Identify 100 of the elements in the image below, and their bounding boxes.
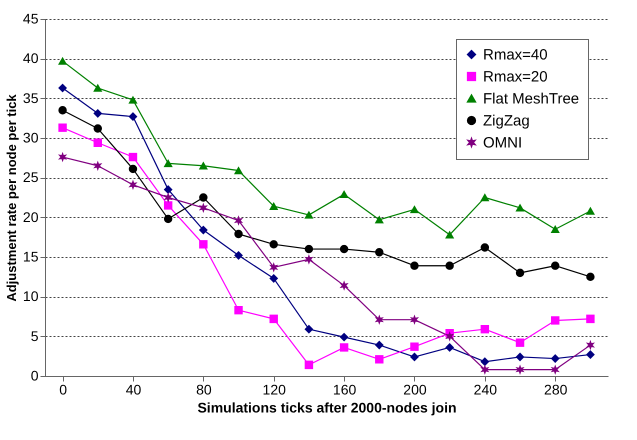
point <box>164 185 172 194</box>
point <box>234 166 243 174</box>
point <box>375 248 384 256</box>
legend-label: OMNI <box>483 134 522 152</box>
point <box>58 57 67 65</box>
point <box>270 314 278 324</box>
point <box>586 314 595 324</box>
y-tick-label: 10 <box>22 288 39 304</box>
x-tick-label: 0 <box>59 382 68 398</box>
point <box>234 306 243 314</box>
point <box>94 138 102 147</box>
point <box>480 194 490 202</box>
point <box>199 193 208 202</box>
point <box>234 216 242 225</box>
y-tick-label: 15 <box>22 248 39 264</box>
point <box>480 324 490 334</box>
point <box>445 343 454 352</box>
point <box>376 315 384 324</box>
point <box>340 343 348 352</box>
point <box>481 365 489 374</box>
point <box>129 180 137 190</box>
point <box>94 162 102 170</box>
point <box>551 365 559 374</box>
point <box>128 152 138 162</box>
point <box>305 255 313 264</box>
point <box>516 338 524 347</box>
point <box>94 109 102 118</box>
point <box>551 354 560 363</box>
point <box>586 340 594 350</box>
point <box>340 281 348 290</box>
point <box>516 268 524 278</box>
legend-label: Rmax=20 <box>483 68 548 86</box>
point <box>375 340 384 350</box>
point <box>164 201 172 210</box>
point <box>410 206 419 214</box>
point <box>304 360 314 370</box>
point <box>234 230 243 238</box>
point <box>270 202 278 210</box>
point <box>586 272 595 282</box>
y-tick-label: 40 <box>22 50 39 66</box>
x-tick-label: 160 <box>332 382 356 398</box>
point <box>128 164 138 174</box>
point <box>480 358 490 366</box>
legend-label: Flat MeshTree <box>483 90 580 108</box>
point <box>340 190 348 198</box>
point <box>551 226 560 233</box>
point <box>94 124 102 133</box>
point <box>304 244 314 254</box>
point <box>200 204 208 212</box>
x-tick-label: 200 <box>403 382 427 398</box>
y-tick-label: 35 <box>22 90 39 106</box>
point <box>410 315 418 324</box>
point <box>58 152 66 162</box>
y-tick-label: 45 <box>22 10 39 26</box>
point <box>340 244 348 254</box>
point <box>551 316 560 325</box>
y-tick-label: 0 <box>30 368 39 384</box>
point <box>304 324 314 334</box>
legend-label: Rmax=40 <box>483 46 548 64</box>
point <box>270 263 278 272</box>
point <box>199 162 208 170</box>
point <box>58 84 67 92</box>
x-axis-title: Simulations ticks after 2000-nodes join <box>197 400 457 416</box>
point <box>516 352 524 362</box>
point <box>446 332 454 341</box>
point <box>270 240 278 249</box>
point <box>375 216 384 224</box>
point <box>58 123 67 132</box>
point <box>128 112 138 121</box>
point <box>410 352 419 362</box>
point <box>128 96 138 104</box>
point <box>164 160 172 168</box>
point <box>58 106 67 114</box>
legend-label: ZigZag <box>483 112 530 130</box>
point <box>375 355 384 364</box>
point <box>270 274 278 283</box>
point <box>304 211 314 219</box>
y-tick-label: 5 <box>30 328 39 344</box>
x-tick-label: 240 <box>474 382 498 398</box>
x-tick-label: 40 <box>126 382 142 398</box>
point <box>199 226 208 234</box>
point <box>234 251 243 260</box>
point <box>410 262 419 270</box>
point <box>586 350 595 359</box>
y-axis-title: Adjustment rate per node per tick <box>4 94 19 302</box>
y-tick-label: 25 <box>22 169 39 186</box>
point <box>340 332 348 342</box>
point <box>586 207 595 215</box>
point <box>516 365 524 374</box>
point <box>480 243 490 252</box>
point <box>551 262 560 270</box>
point <box>199 240 208 249</box>
point <box>445 231 454 238</box>
x-tick-label: 80 <box>196 382 212 398</box>
point <box>164 214 172 224</box>
point <box>164 193 172 202</box>
point <box>94 84 102 92</box>
y-tick-label: 30 <box>22 130 39 146</box>
y-tick-label: 20 <box>22 208 39 225</box>
point <box>410 342 419 351</box>
